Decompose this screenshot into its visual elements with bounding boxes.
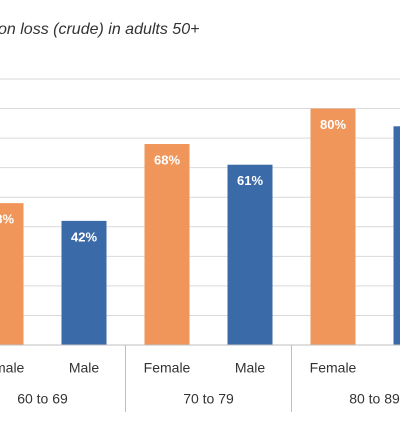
chart-title: on loss (crude) in adults 50+: [0, 21, 199, 38]
bar: [310, 108, 356, 345]
bar: [0, 203, 24, 345]
bar: [227, 164, 273, 345]
x-tick-label: Female: [310, 360, 357, 376]
group-label: 60 to 69: [17, 391, 68, 407]
value-label: 42%: [71, 229, 97, 244]
value-label: 68%: [154, 152, 180, 167]
group-label: 80 to 89: [349, 391, 400, 407]
bar: [393, 126, 400, 346]
x-tick-label: Male: [69, 360, 100, 376]
group-label: 70 to 79: [183, 391, 234, 407]
bar: [61, 220, 107, 345]
x-tick-label: Male: [235, 360, 266, 376]
value-label: 61%: [237, 173, 263, 188]
x-tick-label: Female: [144, 360, 191, 376]
x-tick-label: Female: [0, 360, 25, 376]
value-label: 48%: [0, 212, 14, 227]
bar: [144, 144, 190, 345]
value-label: 80%: [320, 117, 346, 132]
